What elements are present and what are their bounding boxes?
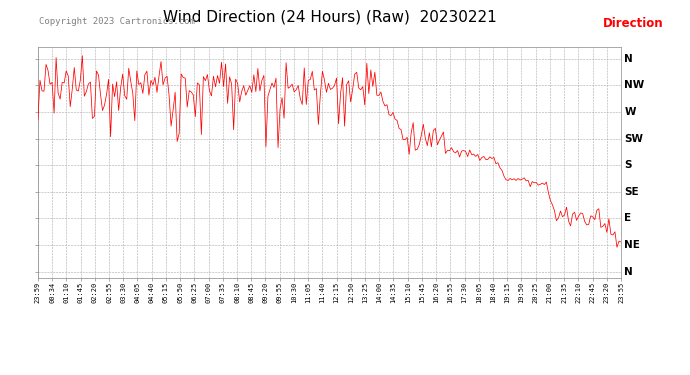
Text: N: N (624, 54, 633, 64)
Text: NE: NE (624, 240, 640, 250)
Text: N: N (624, 267, 633, 277)
Text: SW: SW (624, 134, 644, 144)
Text: S: S (624, 160, 632, 170)
Text: Wind Direction (24 Hours) (Raw)  20230221: Wind Direction (24 Hours) (Raw) 20230221 (163, 9, 497, 24)
Text: NW: NW (624, 80, 644, 90)
Text: Copyright 2023 Cartronics.com: Copyright 2023 Cartronics.com (39, 17, 195, 26)
Text: Direction: Direction (603, 17, 664, 30)
Text: E: E (624, 213, 631, 223)
Text: W: W (624, 107, 636, 117)
Text: SE: SE (624, 187, 639, 197)
